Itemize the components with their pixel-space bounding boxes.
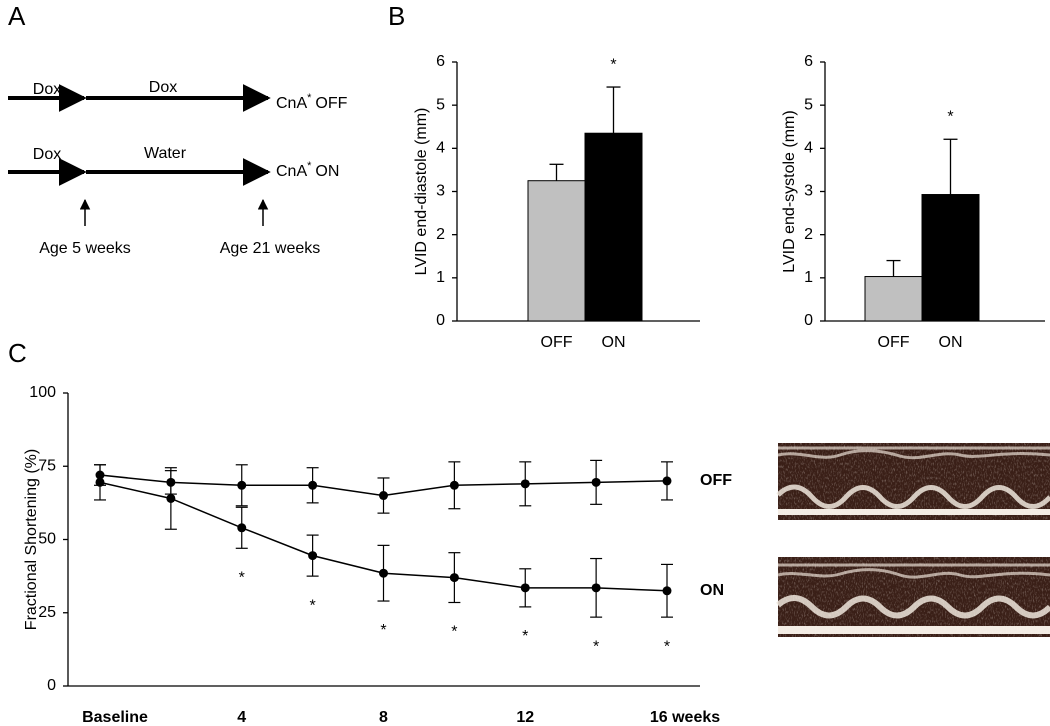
significance-mark: * — [380, 622, 386, 639]
significance-mark: * — [522, 628, 528, 645]
gene: CnA — [276, 95, 307, 112]
y-tick-label: 100 — [29, 384, 56, 401]
bar — [921, 194, 980, 322]
x-tick-label: OFF — [878, 334, 910, 351]
y-axis-label: LVID end-diastole (mm) — [413, 108, 430, 276]
state: ON — [315, 163, 339, 180]
legend-label: ON — [700, 582, 724, 599]
y-tick-label: 0 — [436, 312, 445, 329]
superscript: * — [307, 92, 312, 104]
y-tick-label: 4 — [804, 140, 813, 157]
phase-label: Water — [144, 145, 187, 162]
y-tick-label: 5 — [436, 96, 445, 113]
point — [237, 480, 247, 490]
point — [308, 480, 318, 490]
y-axis-label: LVID end-systole (mm) — [781, 110, 798, 272]
y-tick-label: 25 — [38, 604, 56, 621]
x-tick-label: 16 weeks — [650, 709, 720, 726]
significance-mark: * — [947, 108, 953, 125]
gene: CnA — [276, 163, 307, 180]
y-tick-label: 50 — [38, 531, 56, 548]
point — [591, 583, 601, 593]
bar — [527, 180, 586, 322]
y-tick-label: 1 — [804, 269, 813, 286]
y-tick-label: 3 — [804, 183, 813, 200]
timeline-diagram: Dox Dox Dox Water CnA* OFF CnA* ON Age 5 w… — [8, 79, 348, 257]
echo-image — [776, 557, 1050, 637]
x-tick-label: Baseline — [82, 709, 148, 726]
x-tick-label: OFF — [541, 334, 573, 351]
x-tick-label: ON — [602, 334, 626, 351]
outcome-label: CnA* ON — [276, 160, 339, 180]
point — [520, 479, 530, 489]
timepoint-label: Age 5 weeks — [39, 240, 131, 257]
significance-mark: * — [451, 624, 457, 641]
x-tick-label: 4 — [237, 709, 246, 726]
point — [449, 480, 459, 490]
y-tick-label: 3 — [436, 183, 445, 200]
point — [662, 586, 672, 596]
point — [379, 568, 388, 578]
y-tick-label: 4 — [436, 140, 445, 157]
bar — [584, 132, 643, 322]
significance-mark: * — [664, 638, 670, 655]
y-tick-label: 5 — [804, 96, 813, 113]
y-tick-label: 2 — [804, 226, 813, 243]
superscript: * — [307, 160, 312, 172]
panel-label: A — [8, 1, 26, 31]
point — [379, 491, 388, 501]
panel-label: C — [8, 338, 27, 368]
phase-label: Dox — [33, 81, 61, 98]
point — [520, 583, 530, 593]
y-tick-label: 1 — [436, 269, 445, 286]
x-tick-label: ON — [939, 334, 963, 351]
point — [237, 523, 247, 533]
outcome-label: CnA* OFF — [276, 92, 348, 112]
y-axis-label: Fractional Shortening (%) — [23, 449, 40, 630]
significance-mark: * — [310, 597, 316, 614]
point — [308, 551, 318, 561]
y-tick-label: 75 — [38, 457, 56, 474]
x-tick-label: 8 — [379, 709, 388, 726]
timepoint-label: Age 21 weeks — [220, 240, 321, 257]
legend-label: OFF — [700, 472, 732, 489]
x-tick-label: 12 — [516, 709, 534, 726]
point — [662, 476, 672, 486]
point — [166, 493, 176, 503]
significance-mark: * — [610, 56, 616, 73]
phase-label: Dox — [149, 79, 177, 96]
bar — [864, 276, 923, 322]
y-tick-label: 6 — [436, 53, 445, 70]
significance-mark: * — [239, 570, 245, 587]
panel-label: B — [388, 1, 405, 31]
y-tick-label: 0 — [804, 312, 813, 329]
y-tick-label: 2 — [436, 226, 445, 243]
significance-mark: * — [593, 638, 599, 655]
y-tick-label: 6 — [804, 53, 813, 70]
phase-label: Dox — [33, 146, 61, 163]
point — [591, 477, 601, 487]
echo-image — [776, 443, 1050, 520]
point — [449, 573, 459, 583]
point — [95, 477, 105, 487]
y-tick-label: 0 — [47, 677, 56, 694]
state: OFF — [315, 95, 347, 112]
